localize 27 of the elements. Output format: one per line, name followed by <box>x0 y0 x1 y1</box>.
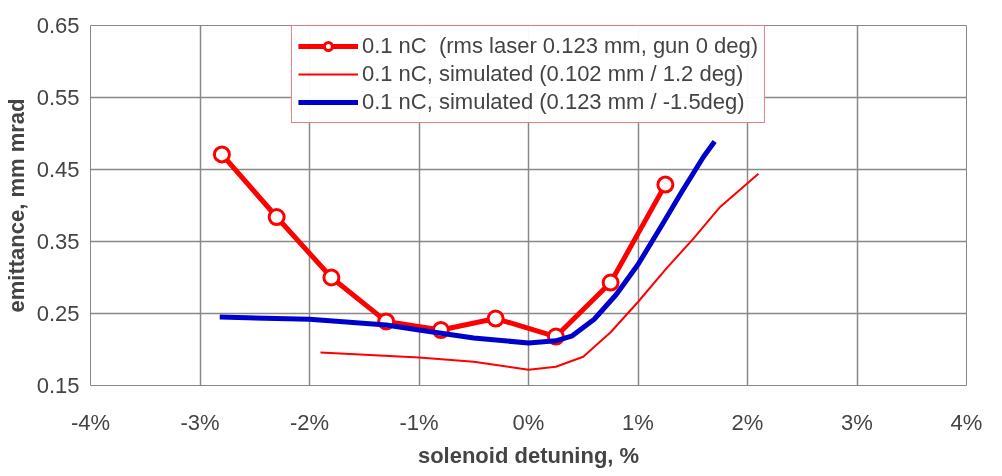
legend-label: 0.1 nC (rms laser 0.123 mm, gun 0 deg) <box>361 32 759 60</box>
point <box>322 268 341 287</box>
x-tick-label: 1% <box>622 409 654 435</box>
x-tick-label: -3% <box>180 409 220 435</box>
x-tick-label: -4% <box>70 409 111 435</box>
point <box>601 273 620 292</box>
x-tick-label: 2% <box>731 409 764 435</box>
x-tick-label: 4% <box>950 409 983 435</box>
x-tick-label: 0% <box>512 409 545 435</box>
y-tick-label: 0.25 <box>36 301 80 326</box>
y-tick-label: 0.55 <box>36 85 80 110</box>
y-tick-label: 0.45 <box>36 157 80 182</box>
y-tick-label: 0.15 <box>36 373 80 398</box>
point <box>212 145 231 164</box>
y-tick-label: 0.65 <box>36 13 80 38</box>
y-tick-label: 0.35 <box>36 229 80 254</box>
point <box>486 309 505 328</box>
legend-label: 0.1 nC, simulated (0.123 mm / -1.5deg) <box>361 88 745 116</box>
point <box>267 208 286 227</box>
y-axis-title: emittance, mm mrad <box>3 98 29 313</box>
x-tick-label: -2% <box>289 409 330 435</box>
line-series <box>319 172 760 371</box>
x-tick-label: 3% <box>841 409 873 435</box>
x-axis-title: solenoid detuning, % <box>417 442 640 468</box>
point <box>656 175 675 194</box>
legend-label: 0.1 nC, simulated (0.102 mm / 1.2 deg) <box>361 60 744 88</box>
x-tick-label: -1% <box>399 409 439 435</box>
